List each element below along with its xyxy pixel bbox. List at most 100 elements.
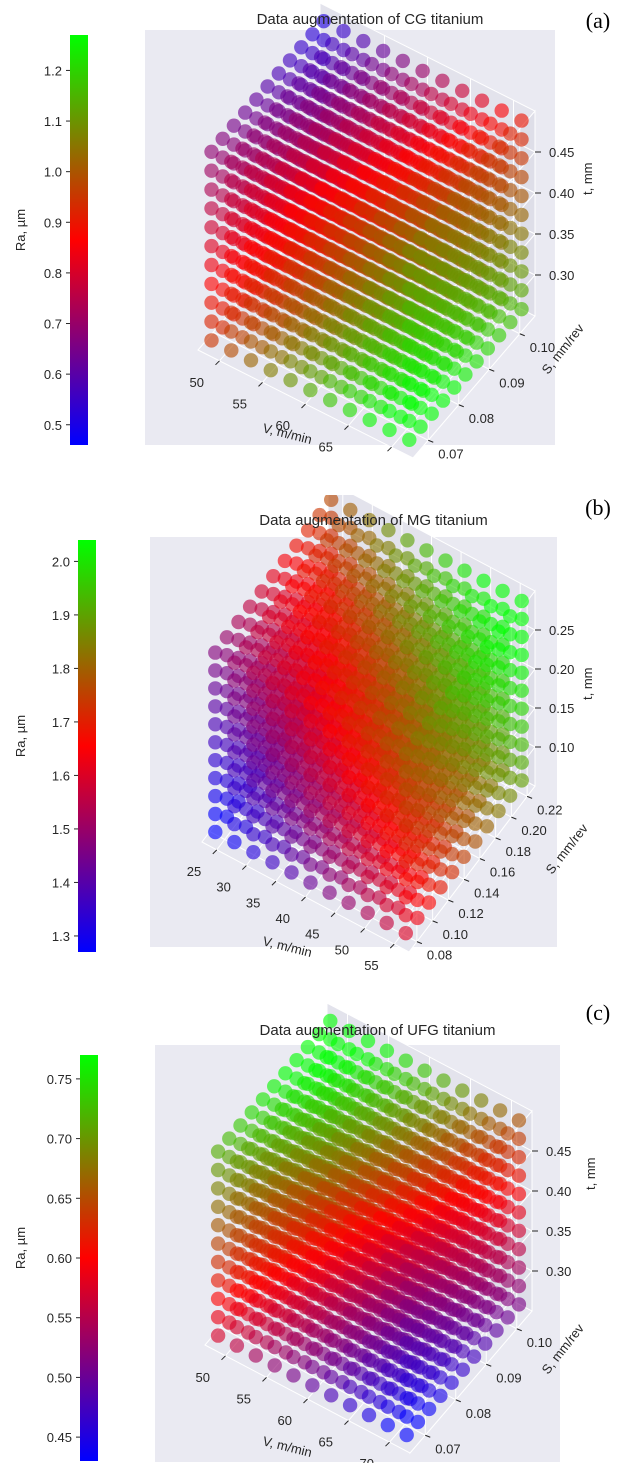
data-point bbox=[282, 1125, 297, 1140]
data-point bbox=[421, 841, 437, 856]
x-tick-label: 35 bbox=[246, 895, 260, 910]
data-point bbox=[402, 244, 417, 259]
data-point bbox=[398, 854, 413, 869]
data-point bbox=[342, 383, 358, 399]
data-point bbox=[322, 73, 337, 88]
data-point bbox=[210, 1218, 226, 1233]
y-tick-label: 0.12 bbox=[458, 906, 483, 921]
data-point bbox=[380, 1325, 395, 1341]
data-point bbox=[267, 1174, 282, 1189]
z-tick-label: 0.15 bbox=[549, 701, 574, 716]
data-point bbox=[283, 203, 298, 218]
data-point bbox=[444, 846, 460, 862]
data-point bbox=[265, 765, 280, 780]
data-point bbox=[360, 798, 375, 813]
data-point bbox=[468, 672, 483, 688]
data-point bbox=[324, 1222, 339, 1237]
data-point bbox=[410, 1135, 425, 1150]
data-point bbox=[379, 138, 394, 154]
data-point bbox=[326, 665, 341, 680]
data-point bbox=[204, 238, 219, 254]
colorbar-tick-label: 1.9 bbox=[52, 608, 70, 623]
data-point bbox=[227, 673, 242, 688]
colorbar-tick-label: 1.4 bbox=[52, 875, 70, 890]
data-point bbox=[489, 1249, 504, 1265]
data-point bbox=[341, 823, 356, 839]
y-tick-label: 0.08 bbox=[427, 948, 452, 963]
data-point bbox=[267, 1339, 282, 1355]
data-point bbox=[460, 629, 476, 644]
colorbar-tick-label: 1.8 bbox=[52, 661, 70, 676]
data-points bbox=[210, 1013, 527, 1443]
data-point bbox=[265, 801, 280, 816]
data-point bbox=[362, 299, 377, 314]
data-point bbox=[444, 811, 460, 826]
z-tick-label: 0.35 bbox=[549, 227, 574, 242]
data-point bbox=[243, 164, 259, 179]
data-point bbox=[421, 1272, 437, 1288]
data-point bbox=[410, 1377, 426, 1393]
data-point bbox=[283, 259, 298, 275]
data-point bbox=[491, 271, 507, 286]
data-point bbox=[284, 811, 299, 826]
data-point bbox=[334, 191, 349, 206]
data-point bbox=[466, 1165, 482, 1180]
data-point bbox=[357, 1164, 373, 1180]
data-point bbox=[222, 1131, 237, 1146]
data-point bbox=[358, 553, 373, 568]
data-point bbox=[215, 131, 230, 146]
z-tick-label: 0.30 bbox=[546, 1264, 571, 1279]
data-point bbox=[398, 800, 413, 815]
data-point bbox=[263, 306, 278, 321]
data-point bbox=[480, 209, 495, 224]
data-point bbox=[455, 1270, 470, 1285]
x-tick-mark bbox=[262, 1377, 267, 1382]
data-point bbox=[421, 1328, 437, 1343]
data-point bbox=[489, 1157, 504, 1173]
data-point bbox=[305, 1267, 320, 1283]
data-point bbox=[238, 640, 254, 655]
data-point bbox=[416, 194, 431, 210]
data-point bbox=[457, 563, 472, 578]
data-point bbox=[458, 329, 473, 344]
data-point bbox=[456, 849, 471, 864]
data-point bbox=[399, 1354, 414, 1369]
data-point bbox=[491, 750, 506, 765]
data-point bbox=[331, 518, 346, 533]
data-point bbox=[305, 1286, 320, 1301]
data-point bbox=[322, 867, 337, 882]
data-point bbox=[466, 1257, 482, 1272]
x-tick-mark bbox=[301, 403, 306, 409]
data-point bbox=[399, 1409, 414, 1424]
data-point bbox=[305, 158, 321, 173]
data-point bbox=[444, 1320, 459, 1335]
data-point bbox=[381, 523, 396, 538]
data-point bbox=[243, 221, 259, 236]
data-point bbox=[410, 803, 425, 818]
data-point bbox=[398, 836, 413, 851]
data-point bbox=[410, 1249, 426, 1264]
data-point bbox=[224, 305, 239, 320]
data-point bbox=[324, 1369, 339, 1385]
data-point bbox=[341, 859, 356, 875]
data-point bbox=[303, 364, 318, 379]
data-point bbox=[330, 1036, 346, 1052]
chart-panel-b: 25 30 35 40 45 50 55 0.08 0.10 0.12 0.14 0.16 0.18 0.… bbox=[0, 495, 621, 973]
data-point bbox=[248, 1274, 263, 1290]
data-point bbox=[491, 214, 507, 230]
data-point bbox=[514, 755, 529, 770]
data-point bbox=[399, 1372, 414, 1387]
data-point bbox=[283, 316, 298, 331]
data-point bbox=[468, 690, 483, 706]
data-point bbox=[210, 1254, 226, 1270]
data-point bbox=[480, 190, 495, 205]
data-point bbox=[219, 630, 235, 645]
data-point bbox=[514, 188, 529, 204]
data-point bbox=[383, 1102, 399, 1118]
data-point bbox=[435, 336, 451, 352]
data-point bbox=[468, 744, 483, 759]
data-point bbox=[360, 762, 375, 777]
data-point bbox=[364, 1092, 380, 1108]
data-point bbox=[362, 92, 377, 108]
data-point bbox=[476, 573, 491, 588]
